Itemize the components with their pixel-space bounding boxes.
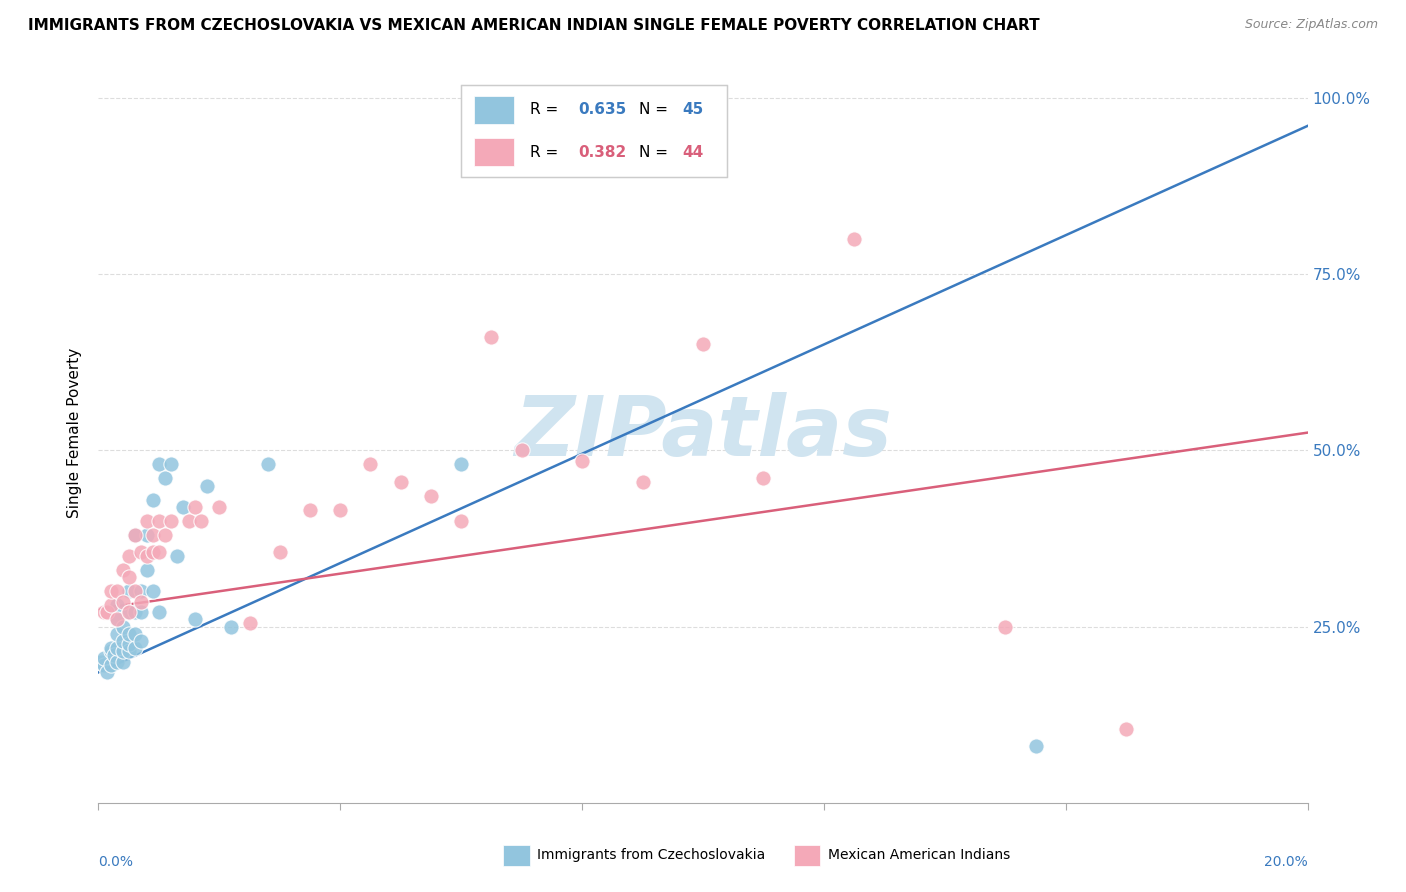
Point <box>111 655 134 669</box>
Point <box>148 606 170 620</box>
Point <box>148 514 170 528</box>
Point <box>172 500 194 514</box>
Point <box>329 503 352 517</box>
Point <box>190 514 212 528</box>
Point <box>124 640 146 655</box>
Point <box>256 458 278 472</box>
Point <box>129 595 152 609</box>
Point <box>100 658 122 673</box>
Point <box>111 619 134 633</box>
Point <box>135 528 157 542</box>
Point <box>96 606 118 620</box>
Point <box>118 570 141 584</box>
Text: ZIPatlas: ZIPatlas <box>515 392 891 473</box>
Point <box>124 528 146 542</box>
Point <box>420 489 443 503</box>
Point <box>148 458 170 472</box>
Point <box>142 545 165 559</box>
Point <box>142 492 165 507</box>
Point <box>105 584 128 599</box>
Point <box>195 478 218 492</box>
Point <box>994 619 1017 633</box>
Point <box>124 626 146 640</box>
Point <box>153 471 176 485</box>
Point <box>90 655 112 669</box>
Point <box>96 665 118 680</box>
Point <box>105 612 128 626</box>
Point <box>184 612 207 626</box>
Point <box>142 528 165 542</box>
Point <box>118 606 141 620</box>
Point <box>93 651 115 665</box>
Point <box>93 658 115 673</box>
Bar <box>503 845 530 866</box>
Point <box>184 500 207 514</box>
Point <box>111 595 134 609</box>
Point <box>118 626 141 640</box>
Text: IMMIGRANTS FROM CZECHOSLOVAKIA VS MEXICAN AMERICAN INDIAN SINGLE FEMALE POVERTY : IMMIGRANTS FROM CZECHOSLOVAKIA VS MEXICA… <box>28 18 1040 33</box>
Point <box>105 640 128 655</box>
Point <box>100 644 122 658</box>
Point <box>631 475 654 489</box>
Point <box>100 599 122 613</box>
Point <box>510 443 533 458</box>
Point <box>692 337 714 351</box>
Point <box>105 655 128 669</box>
Point <box>103 648 125 662</box>
Point <box>100 584 122 599</box>
Point <box>124 528 146 542</box>
Point <box>450 458 472 472</box>
Point <box>118 606 141 620</box>
Point <box>118 549 141 563</box>
Point <box>239 615 262 630</box>
Point <box>129 633 152 648</box>
Point <box>129 606 152 620</box>
Point <box>100 640 122 655</box>
Point <box>179 514 201 528</box>
Point <box>111 633 134 648</box>
Text: Immigrants from Czechoslovakia: Immigrants from Czechoslovakia <box>537 847 766 862</box>
Text: Source: ZipAtlas.com: Source: ZipAtlas.com <box>1244 18 1378 31</box>
Point <box>124 584 146 599</box>
Point <box>269 545 291 559</box>
Point <box>135 563 157 577</box>
Point <box>752 471 775 485</box>
Point <box>160 458 183 472</box>
Point <box>142 584 165 599</box>
Point <box>105 626 128 640</box>
Point <box>111 563 134 577</box>
Point <box>1115 722 1137 736</box>
Point <box>118 584 141 599</box>
Point <box>153 528 176 542</box>
Point <box>160 514 183 528</box>
Point <box>389 475 412 489</box>
Point <box>118 644 141 658</box>
Point <box>481 330 503 344</box>
Point <box>450 514 472 528</box>
Point <box>129 545 152 559</box>
Y-axis label: Single Female Poverty: Single Female Poverty <box>67 348 83 517</box>
Point <box>105 612 128 626</box>
Point <box>360 458 382 472</box>
Bar <box>793 845 820 866</box>
Point <box>118 637 141 651</box>
Point <box>208 500 231 514</box>
Point <box>135 549 157 563</box>
Point <box>571 454 593 468</box>
Point <box>105 599 128 613</box>
Point <box>1024 739 1046 754</box>
Point <box>844 232 866 246</box>
Text: Mexican American Indians: Mexican American Indians <box>828 847 1010 862</box>
Point <box>166 549 188 563</box>
Point <box>129 584 152 599</box>
Text: 20.0%: 20.0% <box>1264 855 1308 869</box>
Point <box>135 514 157 528</box>
Point <box>93 606 115 620</box>
Point <box>299 503 322 517</box>
Point <box>124 606 146 620</box>
Point <box>148 545 170 559</box>
Point <box>221 619 243 633</box>
Point <box>111 644 134 658</box>
Text: 0.0%: 0.0% <box>98 855 134 869</box>
